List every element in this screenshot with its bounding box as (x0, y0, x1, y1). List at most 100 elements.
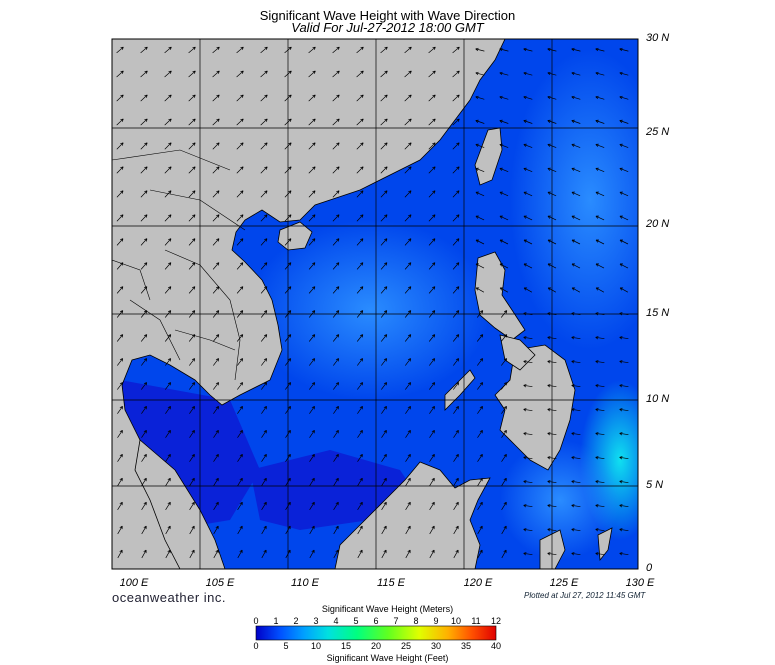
wave-arrow (595, 480, 605, 484)
wave-arrow (619, 360, 629, 364)
lon-label-130e: 130 E (625, 577, 655, 589)
wave-arrow (523, 287, 533, 293)
wave-arrow (116, 166, 124, 174)
wave-arrow (429, 549, 435, 559)
wave-arrow (404, 142, 412, 150)
wave-arrow (380, 262, 388, 270)
wave-arrow (308, 286, 316, 294)
wave-arrow (117, 525, 123, 535)
wave-arrow (284, 310, 292, 318)
wave-arrow (477, 501, 483, 510)
wave-arrow (571, 504, 581, 508)
wave-arrow (260, 214, 268, 222)
wave-arrow (308, 166, 316, 174)
wave-arrow (236, 94, 244, 102)
wave-arrow (164, 166, 172, 174)
wave-arrow (380, 166, 388, 174)
wave-arrow (475, 71, 485, 76)
wave-arrow (404, 190, 412, 198)
wave-arrow (164, 94, 172, 102)
wave-arrow (308, 262, 316, 270)
wave-arrow (213, 453, 219, 462)
wave-arrow (571, 360, 581, 364)
wave-arrow (547, 432, 557, 436)
wave-arrow (188, 262, 196, 270)
land-halmahera (597, 527, 613, 562)
wave-arrow (356, 142, 364, 150)
wave-arrow (212, 46, 220, 54)
wave-arrow (381, 358, 388, 366)
wave-arrow (164, 190, 172, 198)
colorbar-feet-tick: 15 (340, 641, 351, 651)
wave-arrow (261, 525, 267, 535)
wave-arrow (357, 501, 363, 510)
wave-arrow (571, 312, 581, 316)
wave-arrow (452, 94, 460, 102)
wave-arrow (547, 360, 557, 364)
wave-arrow (356, 286, 364, 294)
wave-arrow (619, 384, 629, 388)
wave-arrow (453, 429, 459, 438)
wave-arrow (261, 549, 267, 559)
wave-arrow (404, 94, 412, 102)
wave-arrow (547, 528, 557, 532)
wave-arrow (213, 501, 219, 510)
wave-arrow (236, 190, 244, 198)
wave-arrow (309, 382, 316, 390)
wave-arrow (212, 334, 220, 342)
wave-arrow (140, 142, 148, 150)
lat-label-25n: 25 N (646, 126, 670, 138)
land-hainan (277, 221, 313, 251)
wave-arrow (333, 477, 339, 486)
wave-arrow (309, 501, 315, 510)
wave-arrow (309, 429, 315, 438)
wave-arrow (499, 47, 509, 52)
wave-arrow (571, 191, 581, 197)
wave-arrow (164, 262, 172, 270)
colorbar-feet-tick: 20 (370, 641, 381, 651)
wave-arrow (452, 70, 460, 78)
wave-arrow (547, 312, 557, 316)
wave-arrow (356, 310, 364, 318)
wave-arrow (285, 405, 291, 414)
wave-arrow (285, 453, 291, 462)
wave-arrow (212, 70, 220, 78)
lat-label-5n: 5 N (646, 479, 664, 491)
wave-arrow (428, 142, 436, 150)
wave-arrow (356, 118, 364, 126)
wave-arrow (333, 549, 339, 559)
wave-arrow (285, 477, 291, 486)
colorbar-feet-tick: 10 (310, 641, 321, 651)
colorbar-feet-tick: 25 (400, 641, 411, 651)
lon-label-105e: 105 E (205, 577, 235, 589)
wave-arrow (595, 360, 605, 364)
wave-arrow (236, 70, 244, 78)
lat-label-20n: 20 N (646, 218, 670, 230)
wave-arrow (453, 549, 459, 559)
wave-arrow (165, 453, 171, 462)
wave-arrow (332, 334, 340, 342)
wave-arrow (164, 238, 172, 246)
wave-arrow (332, 70, 340, 78)
wave-arrow (117, 358, 124, 366)
wave-arrow (164, 118, 172, 126)
wave-arrow (477, 549, 483, 559)
wave-arrow (333, 501, 339, 510)
wave-arrow (452, 334, 460, 342)
wave-arrow (261, 477, 267, 486)
wave-arrow (428, 166, 436, 174)
wave-arrow (285, 501, 291, 510)
wave-arrow (237, 549, 243, 559)
land-mindanao (494, 344, 576, 471)
wave-arrow (140, 238, 148, 246)
wave-arrow (236, 238, 244, 246)
wave-arrow (428, 70, 436, 78)
wave-arrow (212, 214, 220, 222)
wave-arrow (332, 118, 340, 126)
wave-arrow (619, 47, 629, 52)
wave-arrow (547, 384, 557, 388)
wave-arrow (260, 94, 268, 102)
wave-arrow (117, 453, 123, 462)
wave-arrow (260, 310, 268, 318)
wave-arrow (260, 142, 268, 150)
